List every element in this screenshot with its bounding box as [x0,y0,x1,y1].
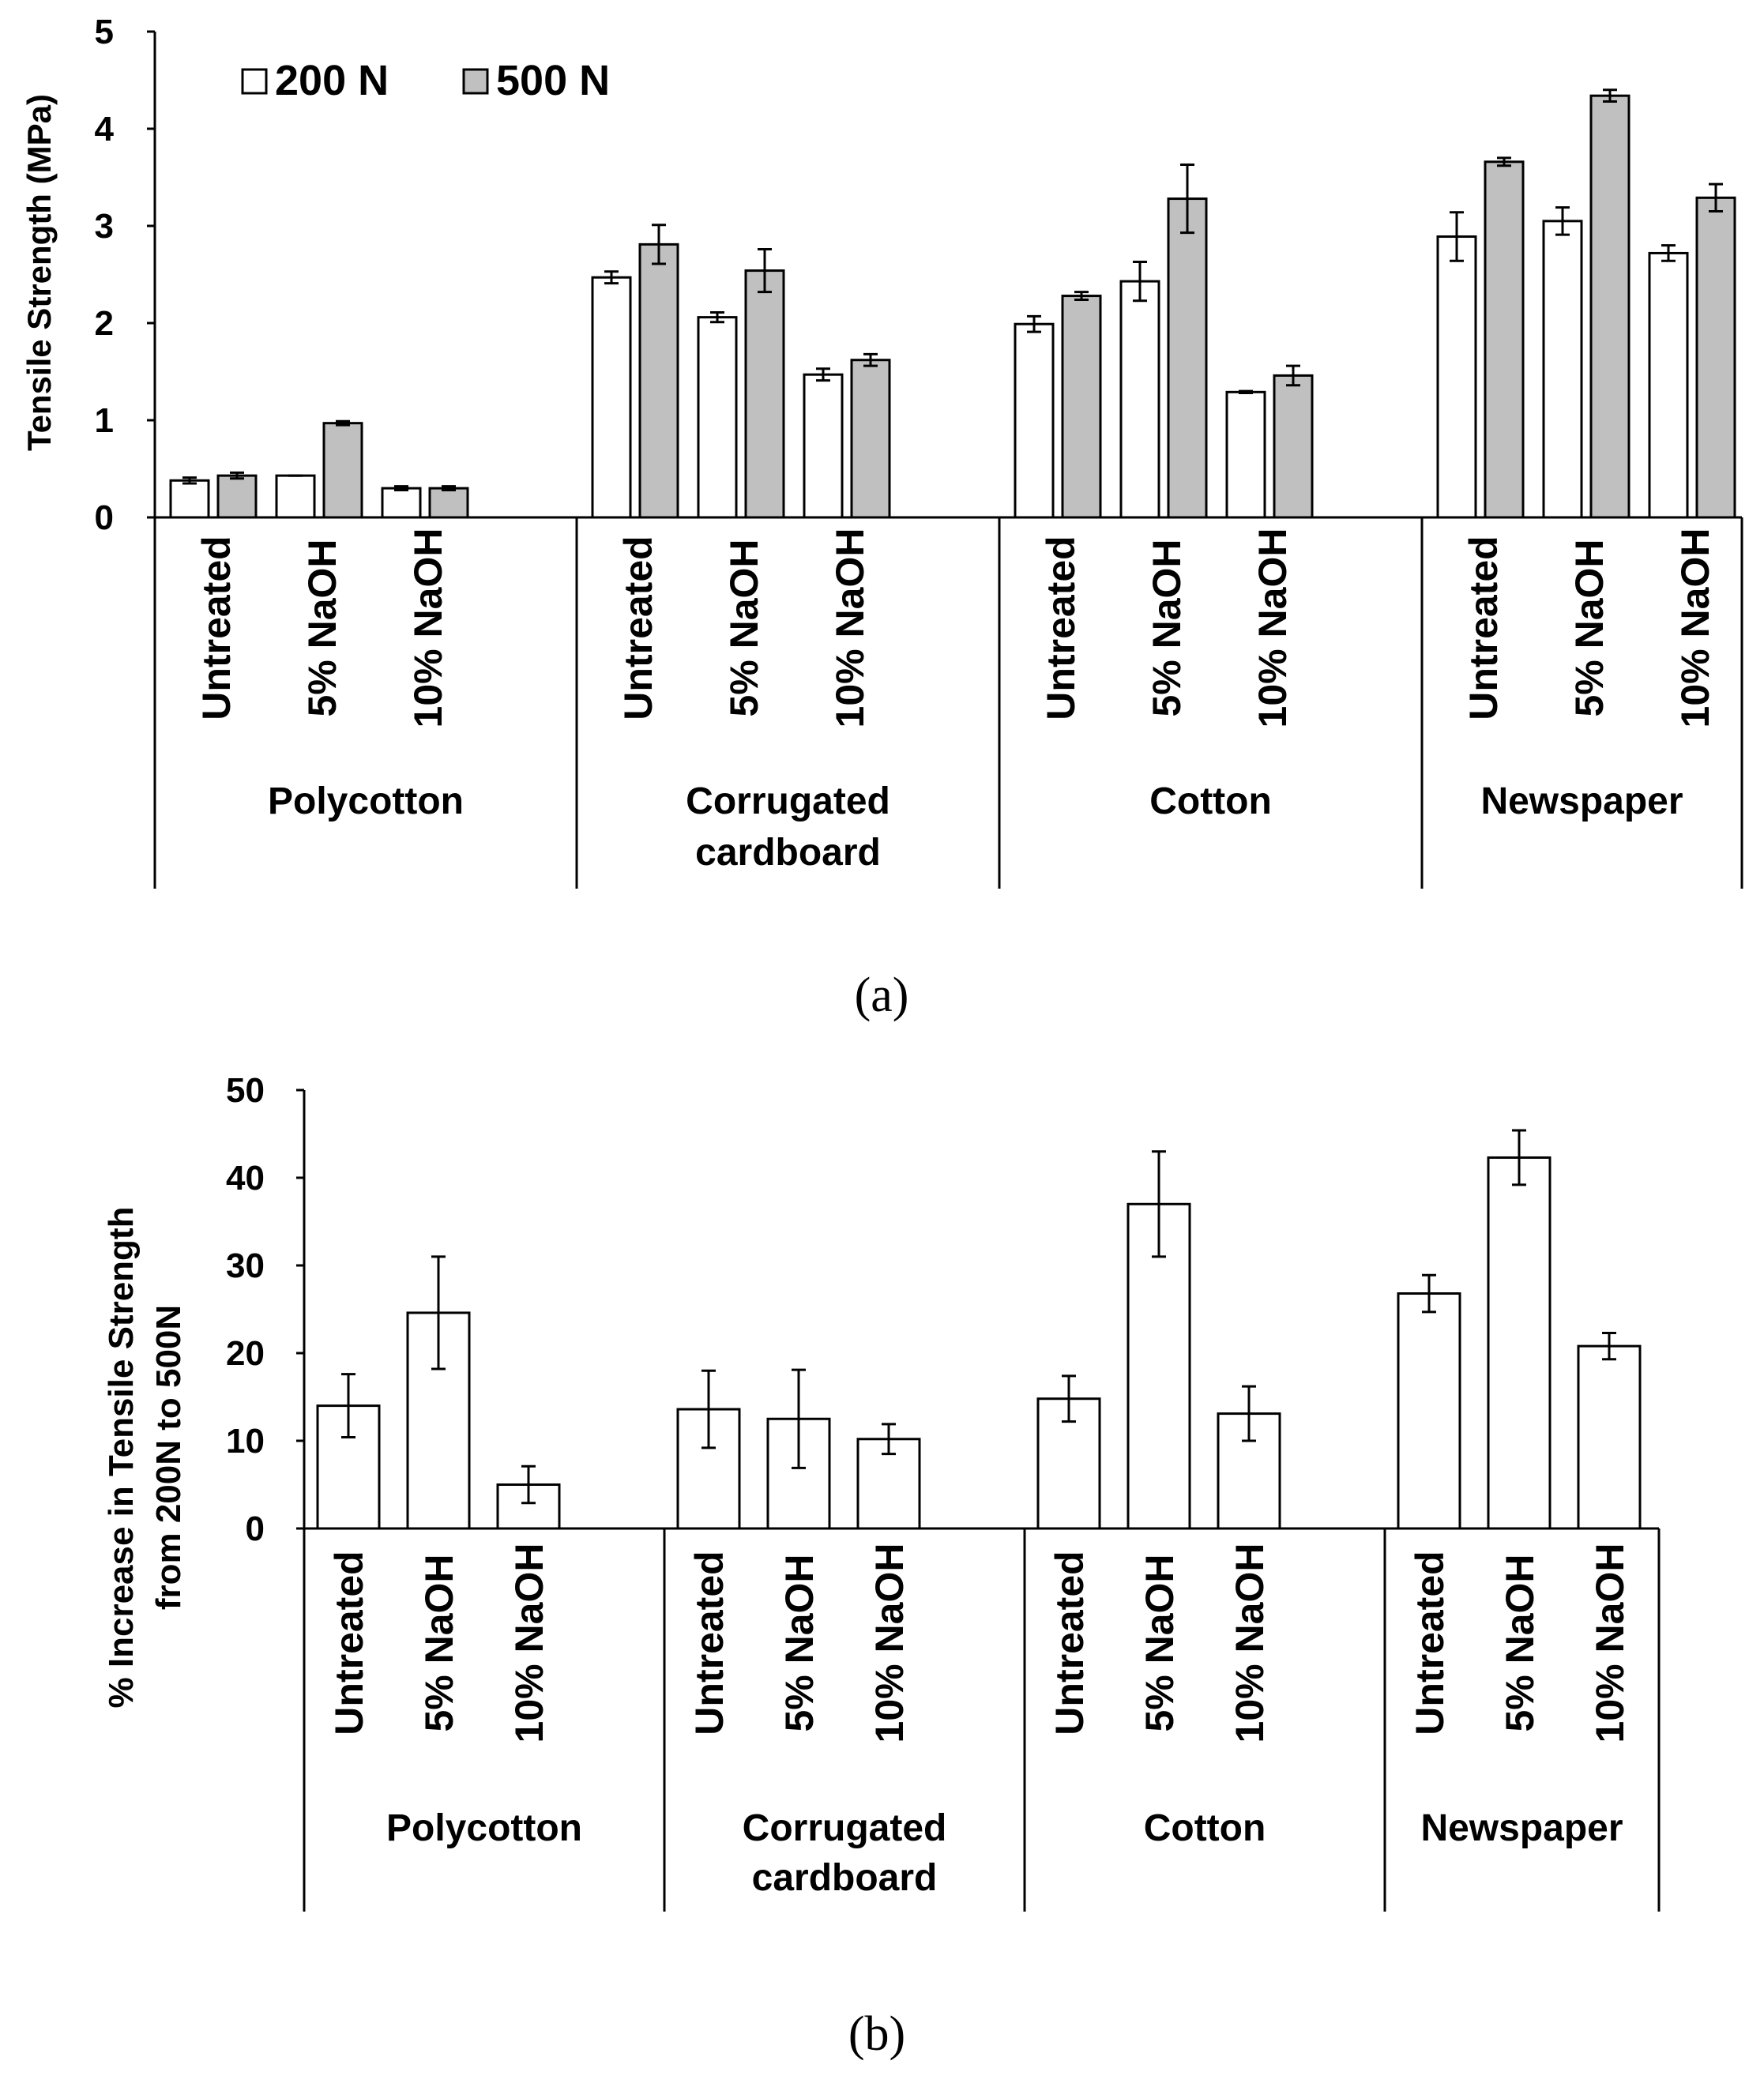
bar-200-n-cotton-untreated [1014,322,1055,519]
group-label: Newspaper [1420,1807,1623,1849]
category-label: Untreated [194,536,239,720]
y-tick-label: 30 [226,1246,265,1285]
bar-200-n-newspaper-untreated [1436,235,1477,519]
chart-b: 0 10 20 30 40 50 % Increase in Tensile Strengt… [102,1071,1661,2061]
y-axis-title-line-1: % Increase in Tensile Strength [102,1207,141,1709]
bar-500-n-newspaper-untreated [1484,160,1525,519]
category-label: 5% NaOH [1145,539,1189,716]
category-label: 5% NaOH [1138,1554,1182,1731]
category-label: 5% NaOH [722,539,766,716]
group-label: Corrugated [686,780,890,822]
bar-increase-polycotton-5-naoh [406,1311,471,1530]
group-label: cardboard [752,1857,938,1899]
panel-label: (b) [848,2007,905,2061]
bar-increase-cotton-5-naoh [1126,1202,1191,1530]
y-tick-label: 40 [226,1159,265,1198]
group-label: Polycotton [268,780,464,822]
bar-200-n-corrugated-cardboard-10-naoh [803,373,844,519]
bar-increase-newspaper-5-naoh [1487,1156,1551,1530]
category-label: 10% NaOH [867,1543,912,1743]
bar-200-n-newspaper-5-naoh [1542,220,1583,519]
chart-a: 0 1 2 3 4 5 Tensile Strength (MPa) Untreated 5% … [21,13,1743,1022]
legend-label: 200 N [275,57,389,104]
category-label: 5% NaOH [417,1554,461,1731]
legend-swatch-200n [241,68,268,95]
panel-label: (a) [855,968,909,1022]
legend-swatch-500n [462,68,489,95]
y-tick-label: 50 [226,1071,265,1110]
bar-200-n-corrugated-cardboard-untreated [591,276,632,519]
bar-500-n-newspaper-5-naoh [1589,94,1630,519]
bar-500-n-corrugated-cardboard-5-naoh [744,269,785,519]
bar-increase-newspaper-untreated [1397,1292,1461,1530]
y-axis-title-line-2: from 200N to 500N [149,1305,188,1610]
group-label: Newspaper [1480,780,1683,822]
y-tick-label: 5 [95,13,114,51]
category-label: Untreated [1039,536,1083,720]
group-label: Polycotton [386,1807,582,1849]
y-tick-label: 4 [95,110,115,149]
y-tick-label: 0 [246,1510,265,1548]
category-label: 5% NaOH [777,1554,822,1731]
bar-500-n-corrugated-cardboard-10-naoh [850,359,891,519]
group-label: Cotton [1149,780,1272,822]
y-tick-label: 20 [226,1334,265,1373]
legend-label: 500 N [496,57,610,104]
y-tick-label: 3 [95,207,114,246]
category-label: Untreated [687,1551,732,1735]
bar-increase-newspaper-10-naoh [1577,1344,1642,1530]
group-label: Corrugated [743,1807,947,1849]
category-label: Untreated [1047,1551,1092,1735]
bar-500-n-corrugated-cardboard-untreated [638,243,679,519]
category-label: 10% NaOH [1228,1543,1272,1743]
category-label: 10% NaOH [1673,528,1717,728]
bar-500-n-polycotton-5-naoh [322,422,363,519]
bar-200-n-corrugated-cardboard-5-naoh [697,316,738,519]
bar-500-n-polycotton-untreated [216,474,258,519]
category-label: 5% NaOH [1567,539,1612,716]
bar-500-n-newspaper-10-naoh [1695,196,1736,519]
bar-200-n-polycotton-10-naoh [381,487,422,519]
category-label: Untreated [1408,1551,1452,1735]
bar-200-n-cotton-10-naoh [1225,390,1266,519]
category-label: 10% NaOH [1251,528,1295,728]
y-tick-label: 1 [95,401,114,440]
bar-500-n-cotton-5-naoh [1167,197,1208,519]
category-label: 10% NaOH [406,528,450,728]
group-label: Cotton [1144,1807,1266,1849]
y-tick-label: 10 [226,1422,265,1461]
bar-200-n-polycotton-untreated [169,479,210,519]
group-label: cardboard [695,832,881,874]
category-label: 10% NaOH [507,1543,551,1743]
category-label: Untreated [1461,536,1506,720]
bar-200-n-polycotton-5-naoh [275,474,316,519]
bar-500-n-polycotton-10-naoh [428,487,469,519]
category-label: Untreated [327,1551,371,1735]
category-label: 10% NaOH [828,528,872,728]
bar-200-n-cotton-5-naoh [1119,280,1160,519]
bar-200-n-newspaper-10-naoh [1648,251,1689,519]
category-label: 10% NaOH [1588,1543,1632,1743]
y-axis-title: Tensile Strength (MPa) [21,94,58,451]
y-tick-label: 0 [95,498,114,537]
category-label: 5% NaOH [300,539,344,716]
y-tick-label: 2 [95,304,114,343]
category-label: Untreated [616,536,660,720]
bar-500-n-cotton-10-naoh [1273,374,1314,519]
category-label: 5% NaOH [1498,1554,1542,1731]
bar-500-n-cotton-untreated [1061,295,1102,519]
